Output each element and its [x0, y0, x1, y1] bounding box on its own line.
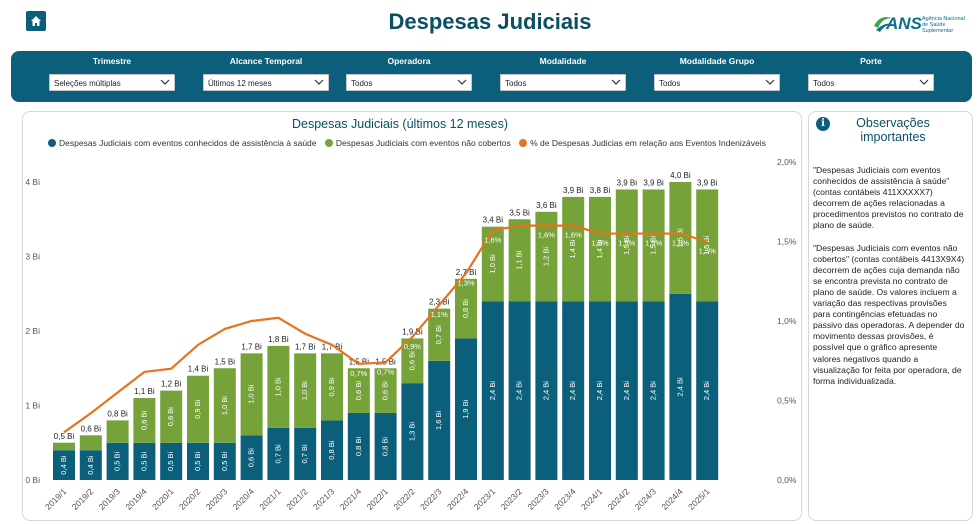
porte-dropdown[interactable]: Todos: [808, 74, 934, 91]
filter-label: Porte: [860, 56, 882, 66]
chevron-down-icon: [160, 79, 170, 85]
filter-alcance-temporal: Alcance Temporal Últimos 12 meses: [203, 56, 329, 91]
filter-label: Operadora: [387, 56, 431, 66]
ans-logo-icon: [874, 17, 893, 32]
info-icon: i: [816, 117, 830, 131]
legend-dot: [324, 139, 333, 147]
filter-operadora: Operadora Todos: [346, 56, 472, 91]
dropdown-value: Todos: [505, 79, 527, 88]
chevron-down-icon: [457, 79, 467, 85]
observations-title: Observações importantes: [856, 116, 930, 144]
operadora-dropdown[interactable]: Todos: [346, 74, 472, 91]
observations-body: "Despesas Judiciais com eventos conhecid…: [813, 165, 966, 398]
ans-logo-subtitle: Agência Nacional de Saúde Suplementar: [922, 16, 965, 34]
dropdown-value: Todos: [351, 79, 373, 88]
filter-modalidade: Modalidade Todos: [500, 56, 626, 91]
home-icon: [31, 16, 41, 26]
observation-paragraph: "Despesas Judiciais com eventos não cobe…: [813, 242, 965, 386]
dropdown-value: Seleções múltiplas: [54, 79, 121, 88]
observations-card: [808, 111, 973, 521]
filter-bar: Trimestre Seleções múltiplas Alcance Tem…: [11, 51, 972, 102]
filter-label: Alcance Temporal: [229, 56, 303, 66]
legend-label: Despesas Judiciais com eventos conhecido…: [59, 138, 317, 148]
legend-label: Despesas Judiciais com eventos não cober…: [335, 138, 511, 148]
legend-item[interactable]: Despesas Judiciais com eventos conhecido…: [48, 138, 317, 148]
page-title: Despesas Judiciais: [388, 9, 592, 34]
alcance-temporal-dropdown[interactable]: Últimos 12 meses: [203, 74, 329, 91]
legend-dot: [48, 139, 56, 147]
home-button[interactable]: [26, 11, 46, 31]
trimestre-dropdown[interactable]: Seleções múltiplas: [49, 74, 175, 91]
chevron-down-icon: [919, 79, 929, 85]
chart-legend: Despesas Judiciais com eventos conhecido…: [48, 138, 772, 152]
observation-paragraph: "Despesas Judiciais com eventos conhecid…: [813, 165, 964, 231]
chevron-down-icon: [765, 79, 775, 85]
dropdown-value: Todos: [813, 79, 835, 88]
chevron-down-icon: [314, 79, 324, 85]
modalidade-grupo-dropdown[interactable]: Todos: [654, 74, 780, 91]
filter-label: Modalidade Grupo: [679, 56, 755, 66]
legend-item[interactable]: Despesas Judiciais com eventos não cober…: [324, 138, 511, 148]
legend-label: % de Despesas Judicias em relação aos Ev…: [530, 138, 766, 148]
dropdown-value: Últimos 12 meses: [208, 79, 272, 88]
ans-logo: ANS Agência Nacional de Saúde Suplementa…: [872, 12, 968, 36]
dropdown-value: Todos: [659, 79, 681, 88]
filter-label: Trimestre: [92, 56, 132, 66]
chevron-down-icon: [611, 79, 621, 85]
filter-porte: Porte Todos: [808, 56, 934, 91]
filter-modalidade-grupo: Modalidade Grupo Todos: [654, 56, 780, 91]
modalidade-dropdown[interactable]: Todos: [500, 74, 626, 91]
legend-item[interactable]: % de Despesas Judicias em relação aos Ev…: [519, 138, 766, 148]
filter-label: Modalidade: [539, 56, 587, 66]
ans-logo-text: ANS: [886, 14, 922, 33]
filter-trimestre: Trimestre Seleções múltiplas: [49, 56, 175, 91]
chart-title: Despesas Judiciais (últimos 12 meses): [291, 117, 509, 131]
legend-dot: [519, 139, 528, 147]
chart-card: [22, 111, 802, 521]
